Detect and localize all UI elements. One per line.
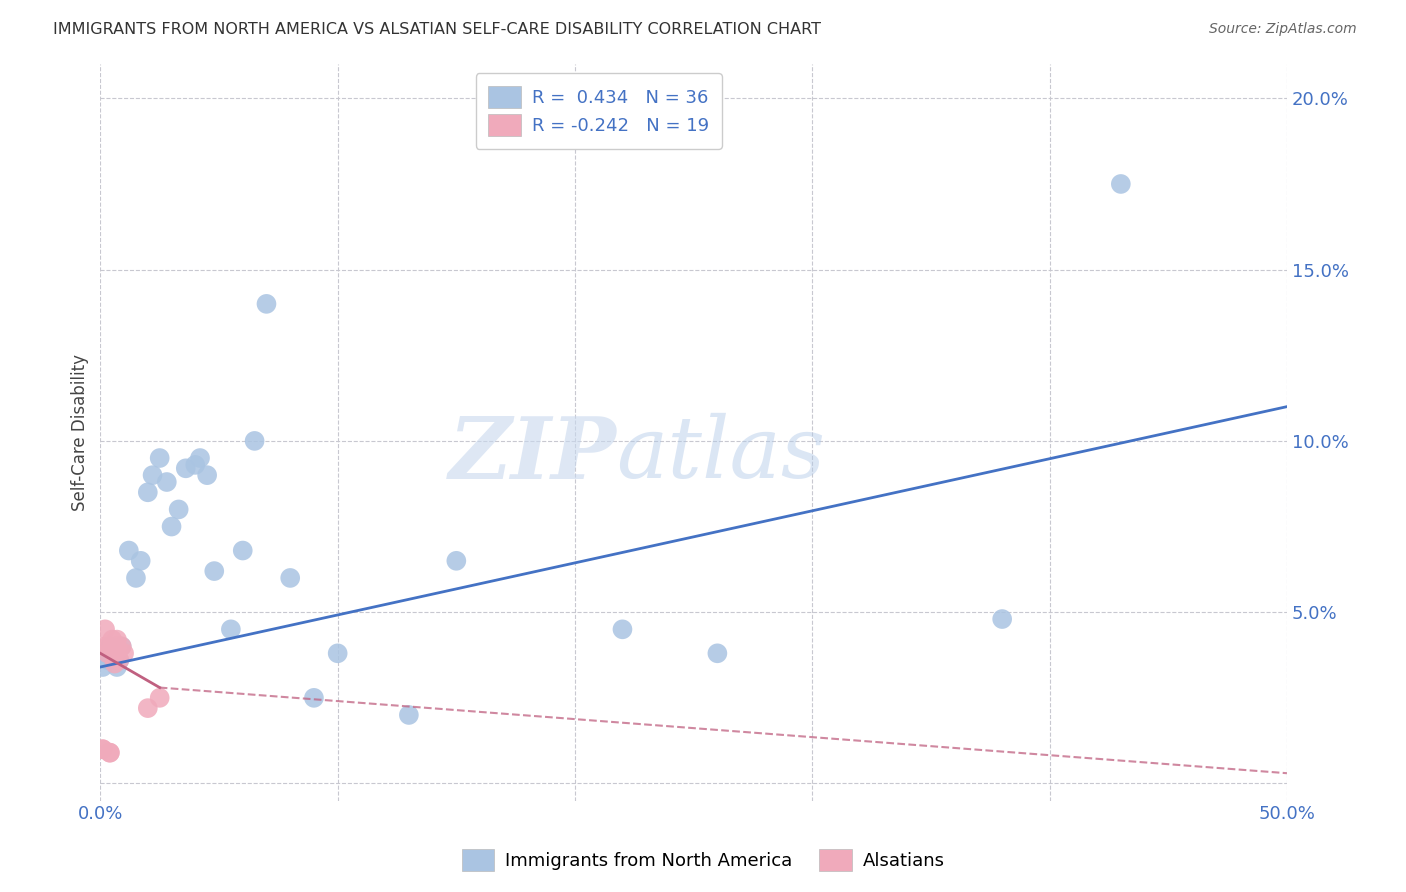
Point bbox=[1109, 177, 1132, 191]
Point bbox=[278, 571, 301, 585]
Y-axis label: Self-Care Disability: Self-Care Disability bbox=[72, 354, 89, 511]
Point bbox=[118, 543, 141, 558]
Point bbox=[101, 646, 124, 660]
Point bbox=[108, 653, 131, 667]
Text: Source: ZipAtlas.com: Source: ZipAtlas.com bbox=[1209, 22, 1357, 37]
Point bbox=[125, 571, 148, 585]
Point bbox=[174, 461, 197, 475]
Point bbox=[706, 646, 728, 660]
Point bbox=[98, 746, 121, 760]
Point bbox=[446, 554, 468, 568]
Point bbox=[98, 640, 121, 654]
Legend: Immigrants from North America, Alsatians: Immigrants from North America, Alsatians bbox=[454, 842, 952, 879]
Point bbox=[101, 632, 124, 647]
Point bbox=[612, 623, 634, 637]
Point bbox=[184, 458, 207, 472]
Point bbox=[91, 742, 114, 756]
Point bbox=[149, 690, 172, 705]
Text: IMMIGRANTS FROM NORTH AMERICA VS ALSATIAN SELF-CARE DISABILITY CORRELATION CHART: IMMIGRANTS FROM NORTH AMERICA VS ALSATIA… bbox=[53, 22, 821, 37]
Point bbox=[96, 646, 118, 660]
Point bbox=[136, 485, 159, 500]
Point bbox=[108, 653, 131, 667]
Point bbox=[326, 646, 349, 660]
Point bbox=[94, 623, 117, 637]
Point bbox=[112, 646, 135, 660]
Point bbox=[243, 434, 266, 448]
Text: atlas: atlas bbox=[616, 413, 825, 496]
Point bbox=[94, 646, 117, 660]
Point bbox=[160, 519, 183, 533]
Point bbox=[111, 640, 134, 654]
Point bbox=[91, 742, 114, 756]
Point bbox=[105, 632, 128, 647]
Point bbox=[104, 657, 127, 671]
Point bbox=[232, 543, 254, 558]
Point bbox=[149, 450, 172, 465]
Point bbox=[104, 653, 127, 667]
Point bbox=[96, 653, 118, 667]
Point bbox=[105, 660, 128, 674]
Point bbox=[98, 746, 121, 760]
Point bbox=[202, 564, 225, 578]
Point bbox=[111, 640, 134, 654]
Point bbox=[219, 623, 242, 637]
Point bbox=[188, 450, 211, 465]
Point bbox=[136, 701, 159, 715]
Legend: R =  0.434   N = 36, R = -0.242   N = 19: R = 0.434 N = 36, R = -0.242 N = 19 bbox=[475, 73, 721, 149]
Point bbox=[398, 708, 420, 723]
Text: ZIP: ZIP bbox=[449, 413, 616, 496]
Point bbox=[129, 554, 152, 568]
Point bbox=[167, 502, 190, 516]
Point bbox=[142, 468, 165, 483]
Point bbox=[96, 640, 118, 654]
Point bbox=[91, 660, 114, 674]
Point bbox=[991, 612, 1014, 626]
Point bbox=[94, 640, 117, 654]
Point bbox=[101, 640, 124, 654]
Point bbox=[156, 475, 179, 489]
Point bbox=[302, 690, 325, 705]
Point bbox=[105, 640, 128, 654]
Point bbox=[195, 468, 218, 483]
Point bbox=[104, 646, 127, 660]
Point bbox=[256, 297, 278, 311]
